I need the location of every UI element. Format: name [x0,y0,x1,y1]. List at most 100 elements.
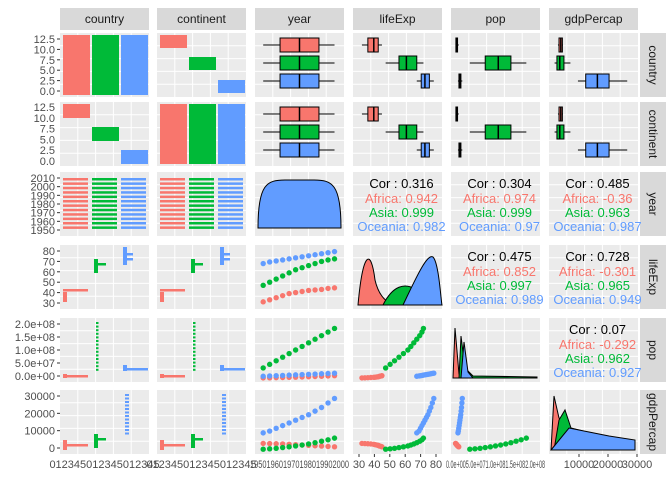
panel-background [549,245,638,309]
hist-bar [63,208,88,212]
hist-bar [224,253,230,256]
panel-background [451,245,540,309]
x-tick-label: 012345012345012345 [146,459,256,471]
correlation-group: Asia: 0.997 [467,278,532,293]
scatter-point [458,404,465,411]
boxplot-box [398,124,418,140]
y-tick-label: 2.0e+08 [15,319,55,331]
strip-top [157,8,246,30]
scatter-point [312,252,318,258]
scatter-point [305,340,312,346]
scatter-point [391,358,398,364]
hist-bar [92,213,117,216]
scatter-point [273,258,279,264]
hist-bar [218,182,243,185]
strip-right-label: pop [646,340,660,360]
scatter-point [396,354,402,360]
y-tick-label: 1.5e+08 [15,332,55,344]
strip-top [255,8,344,30]
scatter-point [331,435,338,441]
panel-background [157,318,246,382]
scatter-point [279,354,286,360]
hist-bar [121,204,146,207]
correlation-overall: Cor : 0.316 [369,176,433,191]
hist-bar [220,247,224,265]
hist-bar [63,289,88,292]
y-tick-label: 30000 [24,391,55,403]
hist-bar [92,195,117,199]
hist-bar [218,186,243,190]
scatter-point [391,445,398,451]
scatter-point [286,444,292,450]
hist-bar [125,411,129,414]
scatter-point [266,361,273,368]
x-tick-label: 40 [368,459,380,471]
hist-bar [121,226,146,229]
hist-bar [92,178,117,181]
hist-bar [195,438,203,441]
scatter-point [387,361,393,368]
hist-bar [189,226,214,229]
strip-top [60,8,149,30]
hist-bar [193,365,196,368]
hist-bar [92,200,117,203]
y-tick-label: 0.0e+00 [15,371,55,383]
bar [121,35,148,95]
strip-right-label: continent [646,110,660,159]
hist-bar [63,178,88,181]
scatter-point [286,290,292,297]
hist-bar [218,226,243,229]
x-tick-label: 012345012345012345 [49,459,159,471]
correlation-overall: Cor : 0.728 [565,249,629,264]
scatter-point [299,442,305,448]
strip-right [640,318,666,382]
hist-bar [92,217,117,221]
strip-top-label: lifeExp [379,12,415,26]
scatter-point [305,371,312,378]
strip-right [640,245,666,309]
scatter-point [379,372,385,379]
y-tick-label: 10000 [24,426,55,438]
scatter-point [325,443,331,450]
y-tick-label: 5.0 [40,65,55,77]
hist-bar [224,258,230,261]
hist-bar [125,394,129,396]
strip-top-label: pop [485,12,505,26]
bar [189,104,216,164]
hist-bar [218,222,243,225]
strip-top-label: country [85,12,124,26]
hist-bar [92,186,117,190]
hist-bar [189,222,214,225]
y-tick-label: 1990 [31,190,55,202]
scatter-point [318,250,325,257]
hist-bar [92,208,117,212]
hist-bar [160,375,185,378]
density-lifeExp [402,256,443,306]
correlation-group: Oceania: 0.949 [553,292,641,307]
hist-bar [222,418,226,421]
hist-bar [96,368,99,371]
hist-bar [193,361,196,364]
scatter-point [305,253,312,259]
scatter-point [318,443,325,449]
hist-bar [96,343,99,346]
scatter-point [305,287,312,294]
scatter-point [292,347,299,353]
hist-bar [222,408,226,410]
scatter-point [331,285,338,291]
y-tick-label: 40 [43,288,55,300]
y-tick-label: 1970 [31,208,55,220]
scatter-point [260,365,266,371]
correlation-group: Africa: -0.36 [562,191,632,206]
hist-bar [98,263,106,266]
bar [160,104,187,164]
scatter-point [456,444,462,450]
scatter-point [318,332,325,339]
hist-bar [92,226,117,229]
hist-bar [63,222,88,225]
scatter-point [299,264,305,271]
scatter-point [331,325,338,332]
correlation-overall: Cor : 0.07 [569,322,626,337]
x-tick-label: 50 [384,459,396,471]
